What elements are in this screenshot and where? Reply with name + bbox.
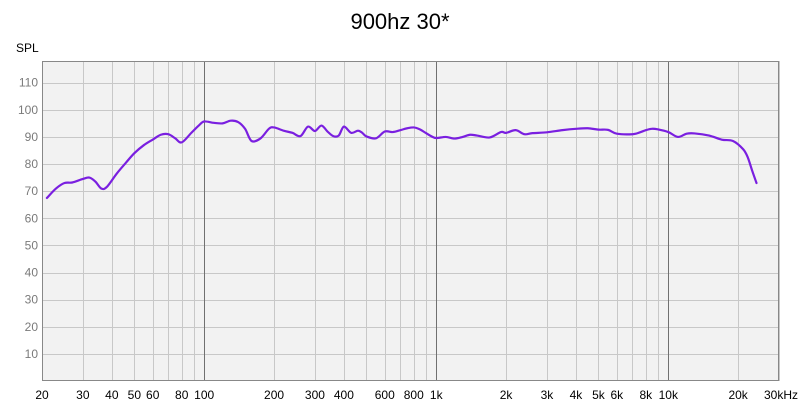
- spl-series-line: [45, 119, 758, 200]
- y-tick-label: 90: [25, 130, 39, 144]
- x-tick-label: 50: [128, 388, 142, 402]
- x-tick-label: 400: [334, 388, 354, 402]
- y-tick-label: 40: [25, 266, 39, 280]
- x-tick-label: 20k: [728, 388, 748, 402]
- x-tick-label: 30kHz: [764, 388, 798, 402]
- y-tick-label: 70: [25, 184, 39, 198]
- x-tick-label: 20: [35, 388, 49, 402]
- y-tick-label: 110: [19, 76, 38, 90]
- x-tick-label: 40: [105, 388, 119, 402]
- x-tick-label: 6k: [610, 388, 624, 402]
- x-tick-label: 80: [175, 388, 189, 402]
- x-tick-labels: 20 30 40 50 60 80 100 200 300 400 600 800 1k 2k 3k 4k 5k…: [35, 388, 798, 402]
- x-tick-label: 60: [146, 388, 160, 402]
- x-tick-label: 3k: [541, 388, 555, 402]
- x-tick-label: 30: [76, 388, 90, 402]
- x-tick-label: 100: [194, 388, 214, 402]
- y-tick-label: 100: [18, 103, 38, 117]
- x-tick-label: 1k: [430, 388, 444, 402]
- y-tick-label: 80: [25, 157, 39, 171]
- grid-lines: [42, 61, 780, 381]
- y-tick-label: 20: [25, 320, 39, 334]
- x-tick-label: 2k: [500, 388, 514, 402]
- x-tick-label: 10k: [659, 388, 679, 402]
- y-tick-label: 50: [25, 238, 39, 252]
- x-tick-label: 4k: [570, 388, 584, 402]
- x-tick-label: 300: [305, 388, 325, 402]
- x-tick-label: 800: [404, 388, 424, 402]
- x-tick-label: 200: [264, 388, 284, 402]
- chart-title: 900hz 30*: [350, 9, 450, 34]
- y-tick-label: 30: [25, 293, 39, 307]
- x-tick-label: 5k: [592, 388, 606, 402]
- y-tick-label: 60: [25, 211, 39, 225]
- x-tick-label: 600: [375, 388, 395, 402]
- y-axis-label: SPL: [16, 41, 39, 55]
- y-tick-labels: 10 20 30 40 50 60 70 80 90 100 110: [18, 76, 38, 361]
- y-tick-label: 10: [25, 347, 39, 361]
- x-tick-label: 8k: [639, 388, 653, 402]
- plot-border: [42, 61, 779, 381]
